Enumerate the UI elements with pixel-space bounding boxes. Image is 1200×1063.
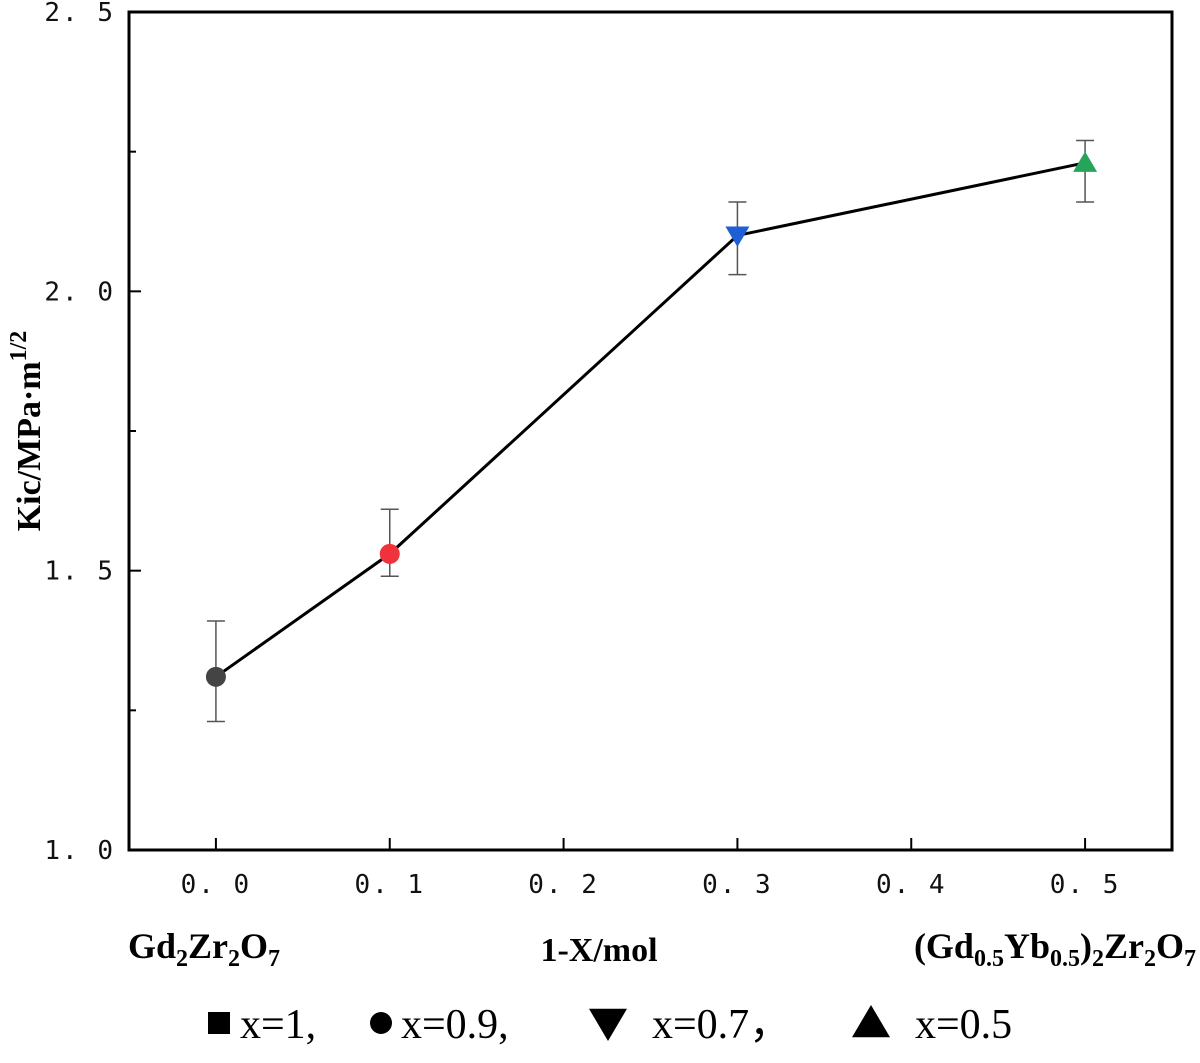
y-tick-label-1: 1. 5 [44, 557, 115, 587]
y-tick-label-3: 2. 5 [44, 0, 115, 28]
data-point-0 [205, 666, 226, 687]
annotation-right-part-2: Yb [1004, 926, 1050, 966]
annotation-right-part-0: (Gd [914, 926, 974, 966]
legend-label-2: x=0.7， [652, 1002, 791, 1048]
x-tick-label-1: 0. 1 [354, 870, 425, 900]
annotation-right-part-7: 2 [1144, 946, 1156, 972]
annotation-right-part-1: 0.5 [974, 946, 1004, 972]
annotation-right: (Gd0.5Yb0.5)2Zr2O7 [914, 926, 1196, 972]
legend-label-0: x=1, [240, 1002, 316, 1048]
annotation-left-part-3: 2 [228, 946, 240, 972]
y-axis-label-main: Kic/MPa·m [11, 361, 48, 531]
annotation-right-part-3: 0.5 [1050, 946, 1080, 972]
annotation-right-part-4: ) [1080, 926, 1092, 966]
annotation-right-part-9: 7 [1184, 946, 1196, 972]
x-tick-label-3: 0. 3 [702, 870, 773, 900]
data-point-3 [1073, 151, 1098, 172]
plot-frame [127, 10, 1174, 852]
series-line [215, 161, 1086, 679]
x-tick-label-2: 0. 2 [528, 870, 599, 900]
annotation-left-part-0: Gd [128, 926, 176, 966]
legend-label-3: x=0.5 [915, 1002, 1012, 1048]
x-tick-label-0: 0. 0 [181, 870, 252, 900]
annotation-left-part-4: O [240, 926, 268, 966]
data-point-1 [379, 543, 400, 564]
x-tick-label-4: 0. 4 [876, 870, 947, 900]
annotation-left-part-2: Zr [188, 926, 228, 966]
y-tick-label-2: 2. 0 [44, 277, 115, 307]
legend-marker-2 [589, 1008, 627, 1042]
y-tick-label-0: 1. 0 [44, 836, 115, 866]
annotation-right-part-5: 2 [1092, 946, 1104, 972]
annotation-left: Gd2Zr2O7 [128, 926, 280, 972]
x-tick-label-5: 0. 5 [1050, 870, 1121, 900]
y-axis-label: Kic/MPa·m1/2 [6, 331, 48, 532]
legend-label-1: x=0.9, [401, 1002, 509, 1048]
y-axis-label-sup: 1/2 [6, 331, 32, 362]
data-point-2 [725, 226, 750, 247]
annotation-right-part-6: Zr [1104, 926, 1144, 966]
legend-marker-1 [370, 1012, 392, 1034]
x-axis-label: 1-X/mol [540, 932, 657, 969]
legend-marker-0 [208, 1012, 230, 1034]
annotation-right-part-8: O [1156, 926, 1184, 966]
annotation-left-part-5: 7 [268, 946, 280, 972]
legend-marker-3 [852, 1004, 890, 1038]
annotation-left-part-1: 2 [176, 946, 188, 972]
